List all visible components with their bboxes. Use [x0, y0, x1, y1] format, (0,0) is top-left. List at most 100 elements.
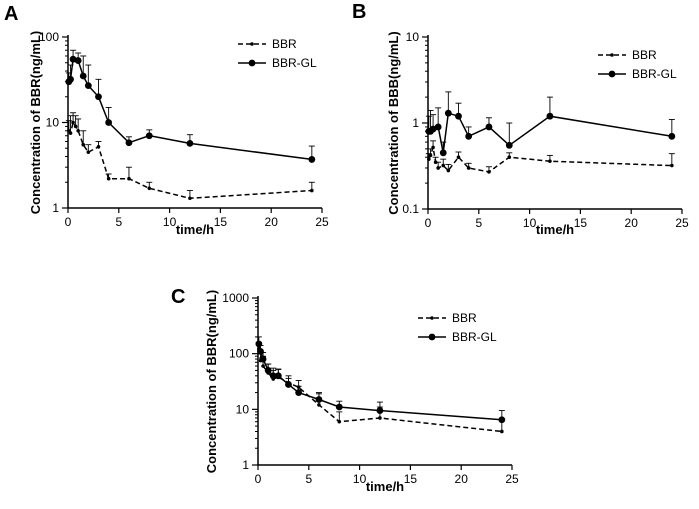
- panel-letter: A: [4, 3, 18, 25]
- data-point: [465, 132, 473, 140]
- data-point: [147, 186, 152, 191]
- data-point: [444, 109, 452, 117]
- data-point: [274, 372, 282, 380]
- data-point: [431, 145, 435, 150]
- x-tick-label: 25: [315, 215, 329, 229]
- x-tick-label: 25: [675, 216, 689, 230]
- y-tick-label: 100: [229, 347, 249, 361]
- legend-marker: [250, 42, 254, 46]
- data-point: [428, 153, 433, 158]
- data-point: [434, 123, 442, 131]
- data-point: [670, 163, 674, 168]
- data-point: [436, 166, 440, 170]
- y-tick-label: 1: [412, 116, 419, 130]
- data-point: [71, 120, 75, 125]
- x-tick-label: 15: [574, 216, 588, 230]
- legend-label: BBR-GL: [272, 56, 317, 70]
- data-point: [125, 139, 133, 147]
- series-line: [68, 120, 312, 200]
- y-axis-label: Concentration of BBB(ng/mL): [386, 31, 401, 214]
- data-point: [456, 155, 461, 160]
- data-point: [269, 372, 277, 380]
- data-point: [145, 132, 153, 140]
- data-point: [498, 416, 506, 424]
- data-point: [317, 403, 321, 407]
- data-point: [106, 176, 111, 181]
- series-bbr-gl: [425, 91, 676, 157]
- data-point: [507, 155, 512, 160]
- data-point: [439, 149, 447, 157]
- legend-label: BBR-GL: [452, 330, 497, 344]
- data-point: [335, 403, 343, 411]
- data-point: [84, 82, 92, 90]
- data-point: [261, 364, 265, 368]
- data-point: [455, 112, 462, 120]
- panel-a: A 0 5 10 15 20 25 1 10 100 time/h Concentration of …: [4, 3, 329, 237]
- series-bbr: [65, 112, 315, 201]
- x-tick-label: 10: [353, 472, 367, 486]
- data-point: [105, 119, 113, 126]
- legend-label: BBR-GL: [632, 67, 677, 81]
- x-tick-label: 15: [404, 472, 418, 486]
- data-point: [487, 170, 491, 174]
- x-tick-label: 5: [115, 215, 122, 229]
- data-point: [310, 188, 314, 193]
- x-axis-label: time/h: [176, 222, 214, 237]
- x-tick-label: 5: [305, 472, 312, 486]
- data-point: [446, 168, 451, 173]
- data-point: [74, 57, 82, 64]
- x-tick-label: 20: [625, 216, 639, 230]
- y-tick-label: 0.1: [402, 202, 419, 216]
- panel-letter: C: [171, 286, 185, 308]
- x-tick-label: 15: [214, 215, 228, 229]
- data-point: [86, 150, 91, 154]
- legend-label: BBR: [632, 48, 657, 62]
- panel-letter: B: [352, 1, 366, 23]
- legend-marker: [430, 316, 434, 320]
- data-point: [264, 367, 272, 374]
- legend-label: BBR: [272, 37, 297, 51]
- y-axis-label: Concentration of BBR(ng/mL): [204, 290, 219, 473]
- legend-marker: [608, 70, 616, 78]
- data-point: [505, 141, 513, 149]
- data-point: [285, 381, 292, 388]
- y-tick-label: 10: [46, 116, 60, 130]
- x-tick-label: 0: [65, 215, 72, 229]
- data-point: [96, 144, 101, 149]
- x-axis-label: time/h: [366, 479, 404, 494]
- x-tick-label: 20: [455, 472, 469, 486]
- data-point: [546, 112, 554, 120]
- data-point: [308, 156, 316, 163]
- series-bbr-gl: [255, 336, 506, 424]
- data-point: [67, 75, 74, 83]
- data-point: [73, 124, 78, 129]
- data-point: [668, 132, 676, 140]
- data-point: [485, 123, 493, 131]
- data-point: [186, 139, 194, 147]
- x-tick-label: 20: [265, 215, 279, 229]
- y-tick-label: 1: [52, 201, 59, 215]
- data-point: [441, 163, 446, 168]
- data-point: [188, 196, 192, 201]
- series-bbr: [425, 140, 675, 174]
- y-tick-label: 10: [406, 30, 420, 44]
- x-axis-label: time/h: [536, 222, 574, 237]
- data-point: [255, 340, 263, 348]
- series-bbr-gl: [65, 49, 316, 163]
- data-point: [337, 419, 342, 424]
- y-tick-label: 1000: [222, 291, 249, 305]
- x-tick-label: 0: [425, 216, 432, 230]
- panel-c: C 0 5 10 15 20 25 1 10 100 1000 time/h Concentration…: [171, 286, 519, 494]
- data-point: [81, 142, 86, 147]
- data-point: [315, 396, 323, 403]
- data-point: [433, 160, 438, 165]
- data-point: [500, 429, 504, 434]
- data-point: [378, 416, 382, 420]
- data-point: [259, 355, 267, 363]
- data-point: [376, 407, 384, 414]
- data-point: [79, 72, 87, 80]
- data-point: [127, 176, 131, 181]
- x-tick-label: 25: [505, 472, 519, 486]
